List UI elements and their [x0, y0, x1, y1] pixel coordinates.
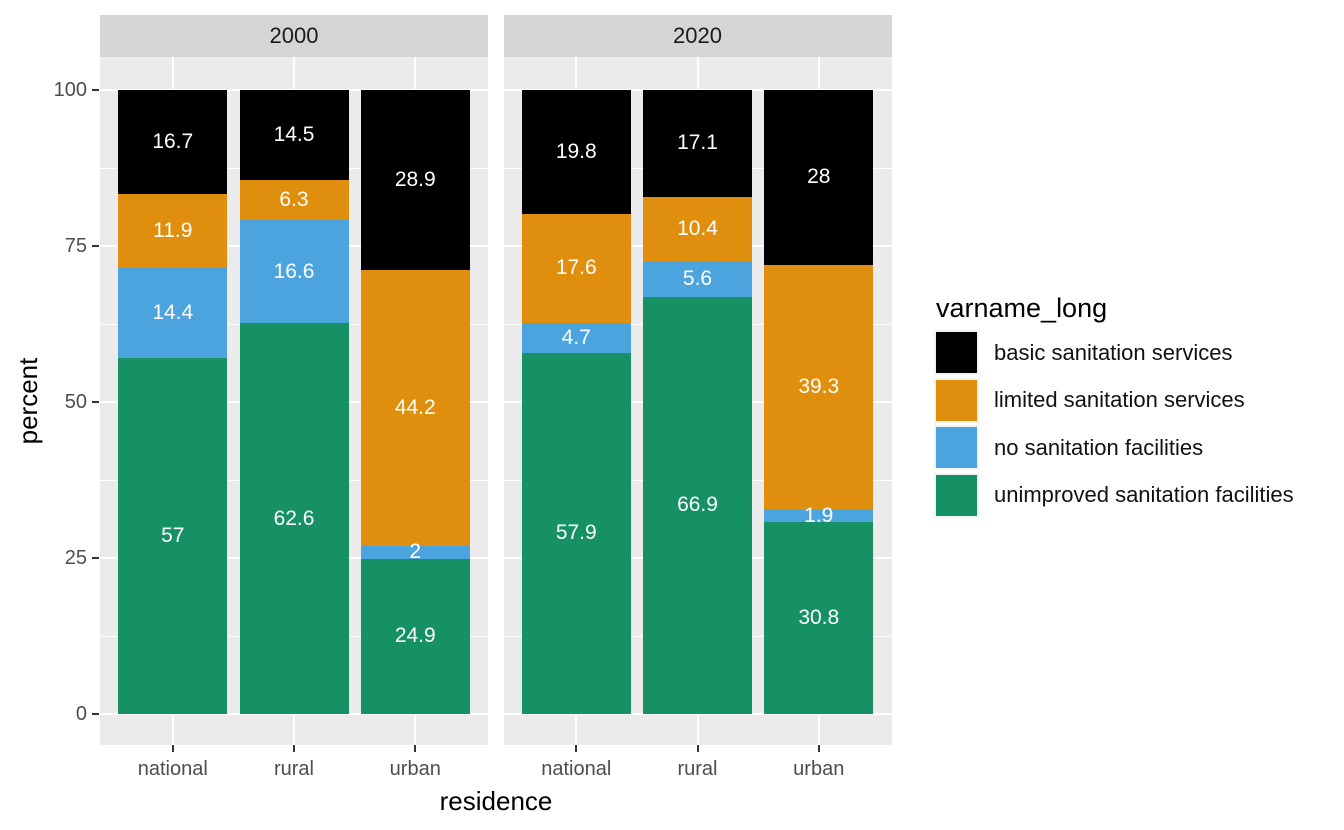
bar-segment — [239, 323, 349, 714]
facet-strip-label: 2020 — [673, 23, 722, 48]
x-tick-label: national — [541, 758, 612, 780]
x-tick-mark — [696, 745, 699, 752]
bar-segment — [521, 90, 631, 214]
x-tick-label: rural — [273, 758, 314, 780]
y-tick-label: 0 — [75, 703, 87, 725]
bar-segment — [764, 264, 874, 510]
bar-segment — [521, 323, 631, 353]
facet-strip: 2020 — [503, 15, 892, 57]
bar-segment — [521, 213, 631, 324]
y-tick-mark — [92, 713, 99, 715]
x-tick-label: rural — [677, 758, 718, 780]
y-tick-mark — [92, 89, 99, 91]
legend-title: varname_long — [936, 293, 1108, 323]
bar-segment — [764, 509, 874, 522]
bar-segment — [764, 521, 874, 714]
bar-segment — [643, 261, 752, 297]
bar-segment — [643, 196, 752, 262]
bar-segment — [643, 90, 752, 197]
y-tick-mark — [92, 557, 99, 559]
legend-item: limited sanitation services — [936, 379, 1336, 421]
chart-panel: 57 14.4 11.9 16.7 62.6 16.6 6.3 14.5 24.9 2 44.2 28… — [100, 57, 488, 745]
legend-item-label: basic sanitation services — [994, 339, 1233, 365]
bar-segment — [521, 352, 631, 714]
y-tick-label: 75 — [64, 235, 87, 257]
y-tick-label: 25 — [64, 547, 87, 569]
legend-swatch — [936, 474, 977, 516]
bar-segment — [118, 194, 228, 269]
legend-swatch — [936, 332, 977, 373]
legend-item: no sanitation facilities — [936, 427, 1336, 468]
bar-segment — [360, 90, 470, 271]
x-tick-label: urban — [793, 758, 845, 780]
bar-segment — [764, 90, 874, 265]
bar-segment — [118, 90, 228, 195]
bar-segment — [239, 90, 349, 181]
x-tick-mark — [817, 745, 820, 752]
bar-segment — [118, 268, 228, 359]
legend-item: unimproved sanitation facilities — [936, 474, 1336, 516]
bar-segment — [360, 546, 470, 559]
chart-panel: 57.9 4.7 17.6 19.8 66.9 5.6 10.4 17.1 30.8 1.9 39.… — [503, 57, 892, 745]
x-tick-mark — [293, 745, 295, 752]
legend-item-label: limited sanitation services — [994, 387, 1245, 412]
y-tick-mark — [92, 401, 99, 403]
x-tick-label: urban — [389, 758, 441, 780]
x-tick-mark — [171, 745, 174, 752]
legend-swatch — [936, 427, 977, 468]
x-tick-mark — [414, 745, 417, 752]
facet-strip-label: 2000 — [269, 23, 319, 48]
y-tick-label: 50 — [64, 391, 87, 413]
x-tick-label: national — [137, 758, 208, 780]
bar-segment — [239, 219, 349, 324]
y-tick-label: 100 — [53, 79, 87, 101]
bar-segment — [360, 558, 470, 714]
y-tick-mark — [92, 245, 99, 247]
facet-strip: 2000 — [100, 15, 488, 57]
bar-segment — [360, 270, 470, 547]
legend-item-label: no sanitation facilities — [994, 434, 1204, 460]
legend-item: basic sanitation services — [936, 332, 1336, 373]
bar-segment — [118, 358, 228, 714]
legend-item-label: unimproved sanitation facilities — [994, 482, 1294, 507]
x-tick-mark — [575, 745, 578, 752]
legend-swatch — [936, 379, 977, 421]
bar-segment — [643, 296, 752, 714]
x-axis-title: residence — [439, 786, 553, 816]
bar-segment — [239, 180, 349, 220]
